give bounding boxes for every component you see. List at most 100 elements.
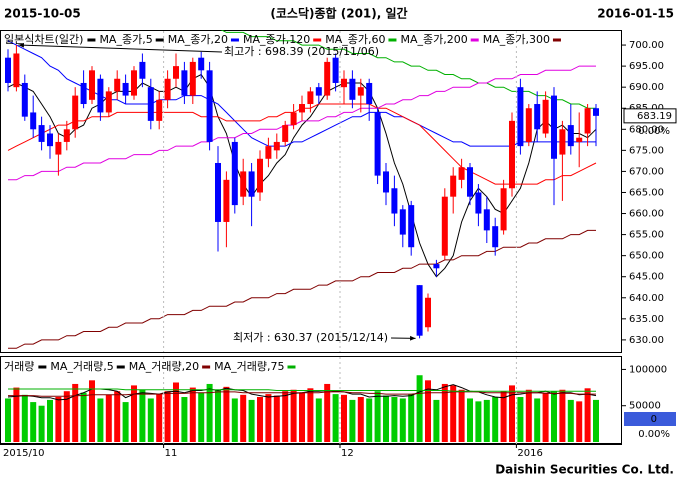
candle-body (231, 141, 238, 206)
volume-bar (30, 402, 37, 442)
volume-bar (114, 391, 121, 442)
y-tick-label: 660.00 (629, 209, 664, 220)
volume-bar (366, 398, 373, 442)
volume-bar (567, 399, 574, 442)
candle-body (13, 53, 20, 88)
candle-body (265, 146, 272, 159)
volume-bar (131, 385, 137, 442)
y-tick-label: 695.00 (629, 61, 664, 72)
volume-bar (383, 395, 389, 442)
price-plot (5, 30, 599, 349)
legend-marker (470, 38, 479, 42)
volume-bar (5, 398, 11, 442)
y-tick-label: 690.00 (629, 82, 664, 93)
volume-bar (231, 398, 238, 442)
candle-body (408, 205, 415, 248)
legend-label: MA_종가,300 (483, 33, 550, 46)
volume-bar (593, 399, 599, 442)
legend-label: MA_거래량,5 (50, 360, 113, 373)
candle-body (517, 87, 524, 147)
legend-marker (87, 38, 96, 42)
volume-bar (156, 394, 163, 442)
y-tick-label: 680.00 (629, 124, 664, 135)
legend-label: MA_종가,20 (168, 33, 228, 46)
candle-body (198, 57, 205, 71)
candle-body (89, 70, 95, 100)
volume-bar (525, 389, 532, 442)
volume-bar (189, 387, 196, 442)
start-date: 2015-10-05 (4, 7, 81, 21)
legend-marker (38, 365, 47, 369)
candle-body (38, 125, 45, 142)
volume-bar (13, 387, 20, 442)
candle-body (525, 108, 532, 142)
volume-bar (559, 389, 566, 442)
y-tick-label: 665.00 (629, 187, 664, 198)
ma-line (8, 65, 596, 181)
y-tick-label: 640.00 (629, 293, 664, 304)
candle-body (290, 112, 297, 126)
candle-body (273, 141, 280, 151)
candle-body (47, 133, 53, 147)
volume-bar (164, 391, 171, 442)
y-tick-label: 635.00 (629, 314, 664, 325)
candle-body (248, 171, 255, 197)
candle-body (509, 120, 515, 189)
volume-bar (21, 394, 28, 442)
last-price: 683.19 (637, 111, 672, 122)
candle-body (374, 112, 381, 176)
volume-bar (492, 397, 499, 442)
candle-body (147, 87, 154, 121)
volume-bar (215, 389, 221, 442)
candle-body (500, 188, 507, 231)
volume-bar (324, 383, 331, 442)
volume-bar (315, 398, 322, 442)
volume-bar (198, 392, 205, 442)
y-tick-label: 655.00 (629, 230, 664, 241)
legend-label: MA_종가,60 (325, 33, 385, 46)
volume-bar (89, 380, 95, 442)
volume-bar (416, 375, 423, 442)
last-volume-box (624, 412, 676, 426)
volume-bar (47, 399, 53, 442)
y-tick-label: 50000 (629, 401, 661, 412)
candle-body (21, 82, 28, 117)
chart-title: (코스닥)종합 (201), 일간 (270, 6, 407, 21)
volume-bar (534, 398, 541, 442)
low-note: 최저가 : 630.37 (2015/12/14) (233, 331, 388, 344)
x-tick-label: 12 (341, 448, 354, 459)
legend-marker (287, 365, 296, 369)
candle-body (551, 95, 557, 159)
candle-body (341, 78, 347, 88)
legend-label: MA_거래량,75 (214, 360, 284, 373)
y-tick-label: 700.00 (629, 40, 664, 51)
candle-body (63, 129, 70, 142)
volume-bar (80, 392, 87, 442)
volume-bar (307, 388, 314, 442)
candle-body (391, 188, 398, 214)
volume-bar (257, 397, 263, 442)
candle-body (332, 57, 339, 83)
volume-bar (450, 385, 457, 442)
volume-bar (248, 399, 255, 442)
source: Daishin Securities Co. Ltd. (495, 463, 674, 477)
legend-label: MA_종가,120 (243, 33, 310, 46)
y-tick-label: 630.00 (629, 335, 664, 346)
last-volume: 0 (651, 414, 657, 425)
volume-bar (273, 395, 280, 442)
legend-label: MA_종가,200 (400, 33, 467, 46)
ma-line (8, 229, 596, 349)
volume-bar (290, 389, 297, 442)
candle-body (181, 70, 188, 96)
legend-marker (202, 365, 211, 369)
volume-bar (517, 397, 524, 442)
volume-bar (282, 391, 289, 442)
volume-bar (97, 398, 104, 442)
candle-body (30, 112, 37, 130)
candle-body (307, 91, 314, 105)
candle-body (173, 66, 179, 79)
candle-body (383, 171, 389, 193)
volume-bar (147, 398, 154, 442)
candle-body (122, 82, 129, 96)
legend-title: 거래량 (4, 360, 34, 373)
